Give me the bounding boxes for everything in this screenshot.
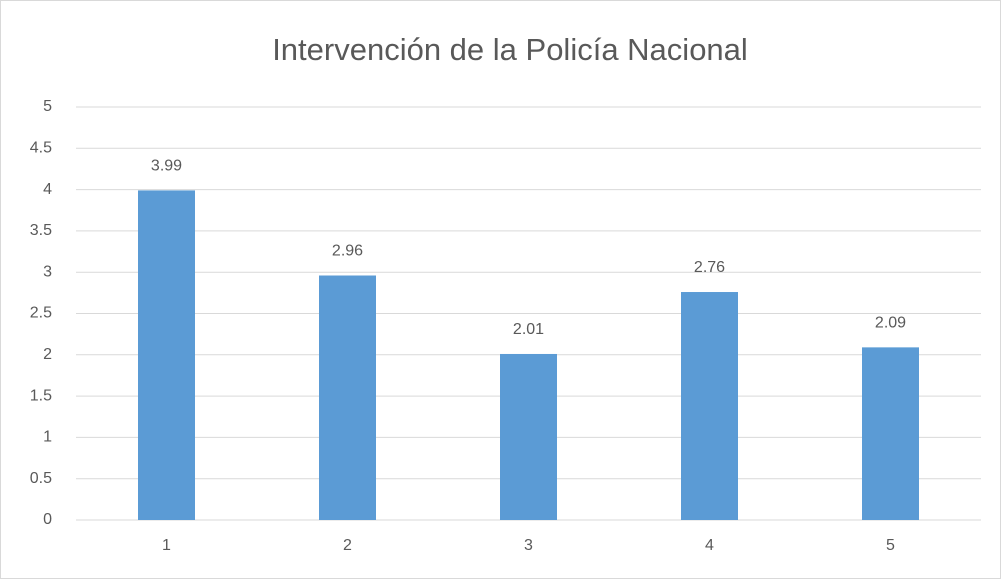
data-label: 2.01 <box>513 321 544 338</box>
bar <box>500 353 557 520</box>
y-tick-label: 0.5 <box>30 470 52 487</box>
x-tick-label: 1 <box>162 537 171 554</box>
y-tick-label: 3.5 <box>30 222 52 239</box>
data-label: 2.09 <box>875 315 906 332</box>
y-tick-label: 4.5 <box>30 140 52 157</box>
data-label: 3.99 <box>151 158 182 175</box>
bar <box>862 347 919 520</box>
chart-title: Intervención de la Policía Nacional <box>272 32 748 67</box>
y-tick-label: 5 <box>43 98 52 115</box>
bar <box>681 292 738 520</box>
y-tick-label: 4 <box>43 181 52 198</box>
y-tick-label: 2.5 <box>30 305 52 322</box>
x-tick-label: 4 <box>705 537 714 554</box>
y-tick-label: 2 <box>43 346 52 363</box>
bar <box>138 190 195 520</box>
bar <box>319 275 376 520</box>
data-label: 2.96 <box>332 243 363 260</box>
x-tick-label: 3 <box>524 537 533 554</box>
y-tick-label: 0 <box>43 511 52 528</box>
x-tick-label: 5 <box>886 537 895 554</box>
x-tick-label: 2 <box>343 537 352 554</box>
data-label: 2.76 <box>694 259 725 276</box>
y-tick-label: 1 <box>43 429 52 446</box>
y-tick-label: 3 <box>43 263 52 280</box>
y-tick-label: 1.5 <box>30 387 52 404</box>
